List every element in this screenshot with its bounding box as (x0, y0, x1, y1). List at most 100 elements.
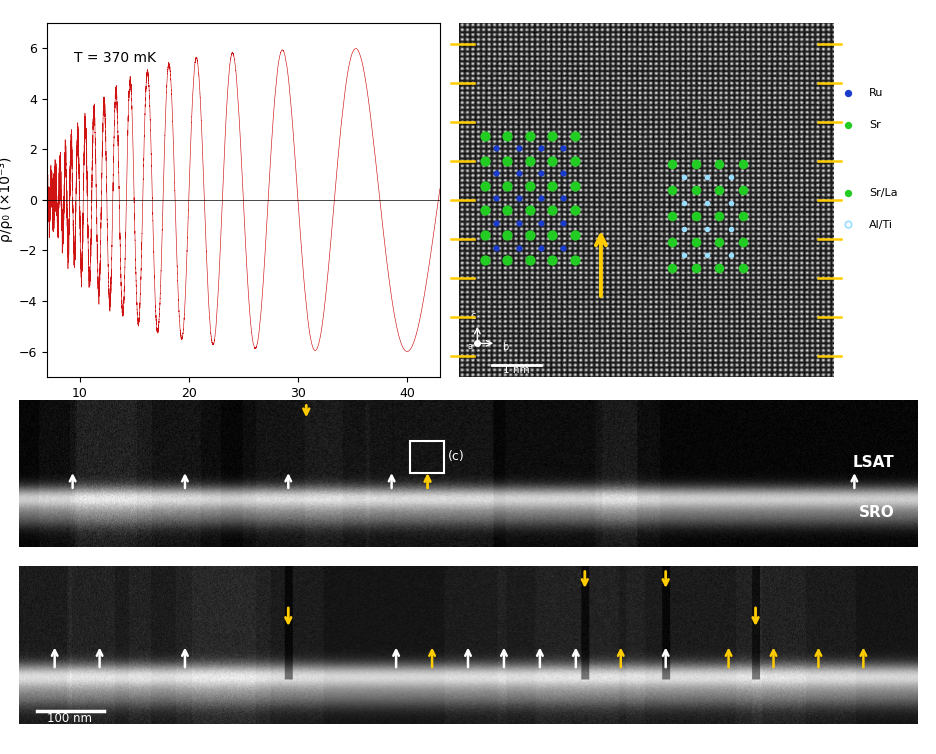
Point (545, 130, 560, 142)
Point (534, 241, 548, 253)
Point (724, 249, 739, 261)
Bar (410, 441, 444, 474)
Point (700, 223, 715, 235)
Point (724, 249, 739, 261)
Point (477, 204, 492, 216)
Point (511, 217, 526, 229)
Point (736, 184, 751, 196)
Point (567, 130, 582, 142)
Point (489, 167, 504, 179)
Text: (c): (c) (448, 450, 465, 464)
Point (556, 217, 571, 229)
Point (688, 262, 703, 274)
Text: 1 nm: 1 nm (504, 365, 530, 375)
Point (700, 171, 715, 183)
Point (724, 223, 739, 235)
Point (711, 184, 726, 196)
Point (677, 223, 692, 235)
Point (677, 171, 692, 183)
Point (688, 210, 703, 222)
Point (665, 236, 680, 248)
Point (677, 171, 692, 183)
Point (688, 184, 703, 196)
Point (534, 167, 548, 179)
Point (677, 223, 692, 235)
Point (489, 241, 504, 253)
Point (500, 130, 515, 142)
Point (567, 229, 582, 241)
Point (677, 197, 692, 209)
Point (477, 179, 492, 192)
Point (724, 171, 739, 183)
Point (567, 179, 582, 192)
Point (700, 249, 715, 261)
Point (489, 143, 504, 155)
Point (567, 155, 582, 167)
Point (677, 249, 692, 261)
Text: Sr/La: Sr/La (870, 188, 898, 198)
Text: 100 nm: 100 nm (48, 713, 93, 725)
Point (545, 204, 560, 216)
Point (545, 155, 560, 167)
Text: Ru: Ru (870, 88, 884, 99)
Point (522, 204, 537, 216)
Point (665, 262, 680, 274)
Y-axis label: ρ̃/ρ₀ (×10⁻³): ρ̃/ρ₀ (×10⁻³) (0, 157, 13, 243)
Point (711, 236, 726, 248)
Point (724, 197, 739, 209)
Point (556, 192, 571, 204)
Point (736, 210, 751, 222)
Point (556, 143, 571, 155)
Text: a: a (468, 342, 473, 351)
Point (677, 249, 692, 261)
Point (688, 236, 703, 248)
Text: b: b (502, 342, 508, 352)
Point (724, 171, 739, 183)
Point (700, 171, 715, 183)
Point (522, 229, 537, 241)
Point (522, 179, 537, 192)
Point (556, 167, 571, 179)
Point (567, 204, 582, 216)
Point (477, 254, 492, 266)
Text: Sr: Sr (870, 121, 881, 130)
Text: LSAT: LSAT (853, 455, 895, 470)
Point (665, 210, 680, 222)
Point (665, 158, 680, 170)
Point (500, 179, 515, 192)
Point (500, 155, 515, 167)
Point (688, 158, 703, 170)
Point (500, 229, 515, 241)
Point (736, 262, 751, 274)
Point (677, 197, 692, 209)
Point (700, 223, 715, 235)
Point (489, 192, 504, 204)
Point (534, 217, 548, 229)
Point (736, 158, 751, 170)
Point (711, 262, 726, 274)
Point (700, 249, 715, 261)
Text: T = 370 mK: T = 370 mK (74, 51, 156, 65)
Point (522, 254, 537, 266)
Point (545, 254, 560, 266)
Point (711, 210, 726, 222)
Point (665, 184, 680, 196)
Point (511, 143, 526, 155)
Point (556, 241, 571, 253)
Point (500, 254, 515, 266)
Point (724, 223, 739, 235)
Point (477, 229, 492, 241)
Point (545, 179, 560, 192)
Point (500, 204, 515, 216)
Point (511, 192, 526, 204)
Point (567, 254, 582, 266)
Point (700, 197, 715, 209)
Point (522, 130, 537, 142)
Text: Al/Ti: Al/Ti (870, 219, 893, 230)
Point (477, 130, 492, 142)
Text: SRO: SRO (859, 505, 895, 520)
Text: c: c (470, 311, 475, 320)
Point (545, 229, 560, 241)
Point (511, 241, 526, 253)
Point (511, 167, 526, 179)
